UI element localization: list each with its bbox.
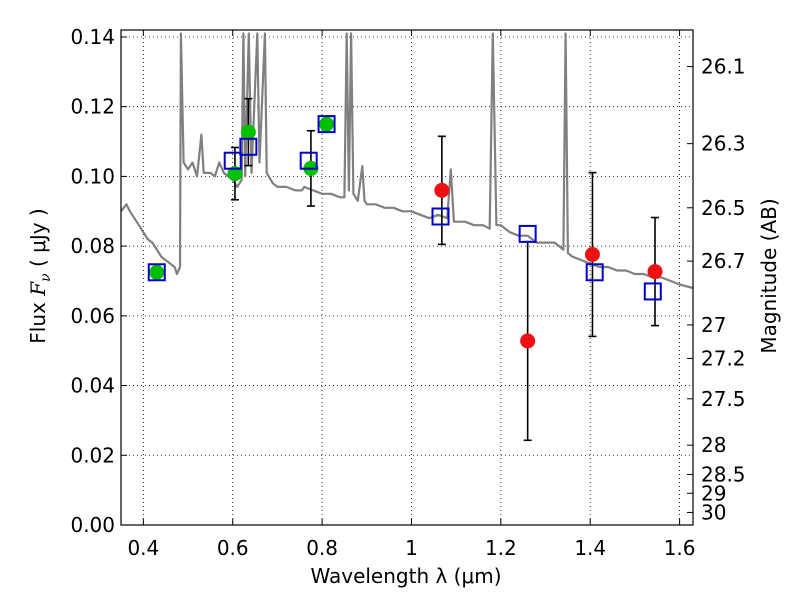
model-photometry-square: [299, 151, 318, 170]
y-tick-label: 0.08: [70, 234, 115, 258]
spectrum-series: [121, 32, 693, 290]
y2-tick-label: 26.5: [701, 196, 746, 220]
x-tick-label: 1.2: [485, 536, 517, 560]
photometry-point: [520, 333, 536, 349]
y2-tick-label: 27.2: [701, 346, 746, 370]
y2-axis-label: Magnitude (AB): [757, 198, 781, 353]
y-tick-label: 0.06: [70, 304, 115, 328]
y-tick-label: 0.14: [70, 25, 115, 49]
y2-tick-label: 30: [701, 500, 726, 524]
x-tick-label: 1: [405, 536, 418, 560]
x-tick-label: 0.6: [217, 536, 249, 560]
photometry-point: [647, 264, 663, 280]
spectrum-line: [121, 32, 693, 290]
photometry-point: [434, 182, 450, 198]
y-axis-label-prefix: Flux: [26, 296, 50, 344]
y-axis-label: Flux Fν ( μJy ): [26, 208, 54, 343]
photometry-point: [319, 116, 335, 132]
y-tick-label: 0.04: [70, 374, 115, 398]
model-photometry-square: [239, 137, 258, 156]
y-tick-label: 0.02: [70, 443, 115, 467]
model-photometry-square: [223, 151, 242, 170]
y-axis-label-symbol: F: [26, 281, 50, 297]
y2-tick-label: 26.7: [701, 249, 746, 273]
x-tick-label: 0.4: [127, 536, 159, 560]
model-photometry-square: [643, 282, 662, 301]
model-photometry-square: [431, 207, 450, 226]
y2-tick-label: 28.5: [701, 462, 746, 486]
x-tick-label: 0.8: [306, 536, 338, 560]
y2-tick-label: 29: [701, 481, 726, 505]
y-tick-label: 0.10: [70, 164, 115, 188]
y2-tick-label: 27.5: [701, 387, 746, 411]
y-axis-label-suffix: ( μJy ): [26, 208, 50, 273]
photometry-point: [240, 124, 256, 140]
axis-ticks: 0.4 0.6 0.8 1 1.2 1.4 1.6 0.00 0.02 0.04 0.06 0.08 0…: [70, 25, 745, 560]
photometry-points: [149, 116, 663, 349]
y-axis-label-subscript: ν: [38, 273, 54, 282]
photometry-point: [227, 166, 243, 182]
x-axis-label: Wavelength λ (μm): [310, 564, 501, 588]
model-photometry-square: [518, 224, 537, 243]
y2-tick-label: 27: [701, 313, 726, 337]
error-bars: [230, 97, 660, 442]
model-photometry-square: [585, 263, 604, 282]
x-tick-label: 1.4: [574, 536, 606, 560]
plot-frame: [120, 29, 694, 526]
y-tick-label: 0.12: [70, 95, 115, 119]
photometry-point: [584, 246, 600, 262]
photometry-point: [149, 264, 165, 280]
grid-lines: [121, 30, 693, 526]
y-tick-label: 0.00: [70, 513, 115, 537]
model-photometry-square: [317, 115, 336, 134]
x-tick-label: 1.6: [664, 536, 696, 560]
y2-tick-label: 26.1: [701, 55, 746, 79]
y2-tick-label: 26.3: [701, 132, 746, 156]
model-photometry-points: [147, 115, 662, 301]
y2-tick-label: 28: [701, 433, 726, 457]
model-photometry-square: [147, 263, 166, 282]
